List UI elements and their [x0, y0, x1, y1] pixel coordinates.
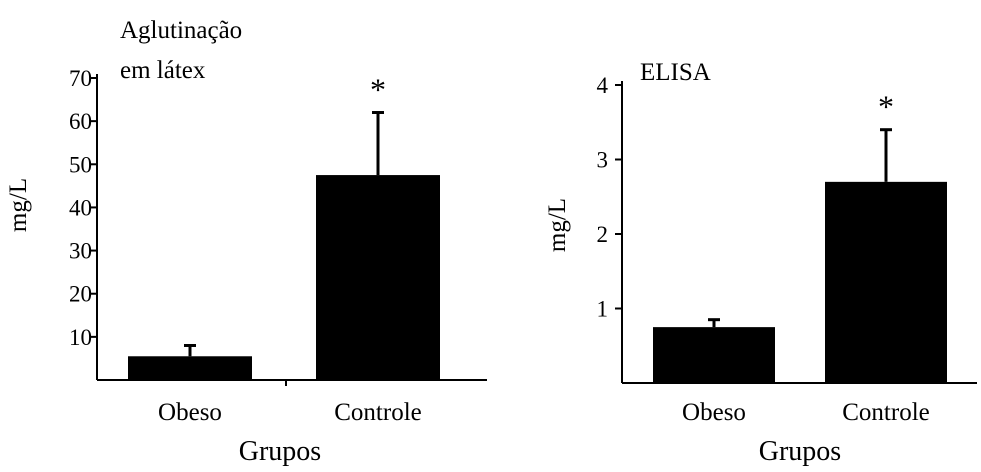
elisa-chart: ELISA mg/L Obeso * Controle 1 2 3 4 Grupos	[544, 59, 977, 467]
y-axis-label: mg/L	[5, 178, 32, 232]
bar-controle	[316, 175, 440, 380]
y-tick-label: 70	[69, 66, 92, 91]
significance-marker: *	[370, 72, 386, 108]
bar-obeso	[653, 327, 775, 383]
chart-title-line: Aglutinação	[120, 17, 242, 44]
y-tick-label: 30	[69, 239, 92, 264]
latex-agglutination-chart: Aglutinação em látex mg/L Obeso * Controle 10 2…	[5, 17, 487, 467]
chart-title-line: em látex	[120, 57, 206, 84]
y-tick-label: 4	[597, 73, 609, 98]
category-label: Obeso	[682, 399, 746, 426]
bar-controle	[825, 181, 947, 383]
y-tick-label: 1	[597, 297, 609, 322]
x-axis-label: Grupos	[239, 436, 321, 467]
category-label: Controle	[334, 399, 422, 426]
y-tick-label: 10	[69, 325, 92, 350]
y-tick-label: 40	[69, 195, 92, 220]
y-tick-label: 20	[69, 282, 92, 307]
significance-marker: *	[878, 89, 894, 125]
y-tick-label: 3	[597, 148, 609, 173]
y-tick-label: 50	[69, 152, 92, 177]
x-axis-label: Grupos	[759, 436, 841, 467]
category-label: Obeso	[158, 399, 222, 426]
y-tick-label: 2	[597, 222, 609, 247]
y-axis-label: mg/L	[544, 198, 571, 252]
chart-title-line: ELISA	[640, 59, 711, 86]
y-tick-label: 60	[69, 109, 92, 134]
category-label: Controle	[842, 399, 930, 426]
bar-obeso	[128, 356, 252, 380]
